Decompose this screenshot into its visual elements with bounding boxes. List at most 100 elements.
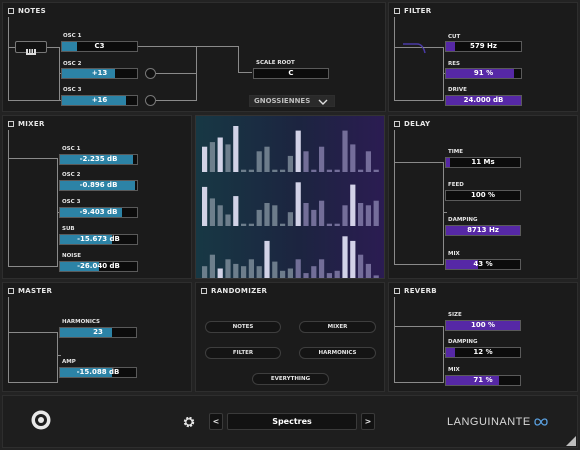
delay-feed-slider[interactable]: 100 % xyxy=(445,190,521,201)
prev-preset-button[interactable]: < xyxy=(209,413,223,430)
randomize-filter-button[interactable]: FILTER xyxy=(205,347,281,359)
reverb-toggle[interactable] xyxy=(394,288,400,294)
osc3-link-toggle[interactable] xyxy=(145,95,156,106)
reverb-title: REVERB xyxy=(404,287,437,295)
randomizer-panel: RANDOMIZER NOTES MIXER FILTER HARMONICS … xyxy=(195,282,385,392)
spectrum-bar xyxy=(326,273,332,278)
delay-title: DELAY xyxy=(404,120,431,128)
reverb-damping-fill xyxy=(446,348,455,357)
mixer-noise-value: -26.040 dB xyxy=(77,262,120,270)
res-label: RES xyxy=(448,61,460,67)
mixer-osc2-slider[interactable]: -0.896 dB xyxy=(59,180,138,191)
spectrum-bar xyxy=(311,266,317,278)
osc1-note-slider[interactable]: C3 xyxy=(61,41,138,52)
spectrum-bar xyxy=(334,270,340,278)
filter-title: FILTER xyxy=(404,7,432,15)
scale-root-label: SCALE ROOT xyxy=(256,60,295,66)
mixer-sub-value: -15.673 dB xyxy=(77,235,120,243)
osc3-value: +16 xyxy=(91,96,108,104)
next-preset-button[interactable]: > xyxy=(361,413,375,430)
spectrum-bar xyxy=(334,223,340,226)
delay-damping-value: 8713 Hz xyxy=(467,226,499,234)
delay-toggle[interactable] xyxy=(394,121,400,127)
harmonics-slider[interactable]: 23 xyxy=(59,327,137,338)
spectrum-bar xyxy=(303,151,309,172)
reverb-size-slider[interactable]: 100 % xyxy=(445,320,521,331)
spectrum-bar xyxy=(233,196,239,226)
spectrum-bar xyxy=(311,209,317,226)
mixer-osc3-fill xyxy=(60,208,122,217)
cut-fill xyxy=(446,42,455,51)
osc1-value: C3 xyxy=(94,42,105,50)
delay-damping-fill xyxy=(446,226,520,235)
scale-root-field[interactable]: C xyxy=(253,68,329,79)
reverb-damping-value: 12 % xyxy=(473,348,493,356)
reverb-mix-label: MIX xyxy=(448,367,460,373)
osc2-link-toggle[interactable] xyxy=(145,68,156,79)
filter-toggle[interactable] xyxy=(394,8,400,14)
amp-slider[interactable]: -15.088 dB xyxy=(59,367,137,378)
mixer-osc1-slider[interactable]: -2.235 dB xyxy=(59,154,138,165)
osc3-note-slider[interactable]: +16 xyxy=(61,95,138,106)
notes-toggle[interactable] xyxy=(8,8,14,14)
filter-shape-icon xyxy=(403,43,426,54)
mixer-sub-slider[interactable]: -15.673 dB xyxy=(59,234,138,245)
drive-value: 24.000 dB xyxy=(463,96,504,104)
resize-grip-icon[interactable] xyxy=(566,436,576,446)
logo-icon xyxy=(30,409,51,430)
spectrum-bar xyxy=(319,146,325,172)
drive-label: DRIVE xyxy=(448,87,467,93)
osc1-fill xyxy=(62,42,77,51)
drive-slider[interactable]: 24.000 dB xyxy=(445,95,522,106)
res-slider[interactable]: 91 % xyxy=(445,68,522,79)
osc2-label: OSC 2 xyxy=(63,61,82,67)
spectrum-display xyxy=(202,126,379,278)
spectrum-bar xyxy=(225,259,231,278)
spectrum-bar xyxy=(264,146,270,172)
mixer-osc3-slider[interactable]: -9.403 dB xyxy=(59,207,138,218)
osc1-label: OSC 1 xyxy=(63,33,82,39)
amp-label: AMP xyxy=(62,359,76,365)
spectrum-bar xyxy=(326,223,332,226)
master-toggle[interactable] xyxy=(8,288,14,294)
osc2-note-slider[interactable]: +13 xyxy=(61,68,138,79)
cut-slider[interactable]: 579 Hz xyxy=(445,41,522,52)
spectrum-bar xyxy=(264,240,270,278)
res-value: 91 % xyxy=(473,69,494,77)
piano-icon-button[interactable] xyxy=(15,41,47,55)
randomize-mixer-button[interactable]: MIXER xyxy=(299,321,376,333)
delay-damping-slider[interactable]: 8713 Hz xyxy=(445,225,521,236)
mixer-noise-slider[interactable]: -26.040 dB xyxy=(59,261,138,272)
reverb-damping-slider[interactable]: 12 % xyxy=(445,347,521,358)
randomize-everything-button[interactable]: EVERYTHING xyxy=(252,373,329,385)
reverb-mix-slider[interactable]: 71 % xyxy=(445,375,521,386)
res-fill xyxy=(446,69,515,78)
randomizer-toggle[interactable] xyxy=(201,288,207,294)
spectrum-bar xyxy=(209,198,215,226)
delay-mix-slider[interactable]: 43 % xyxy=(445,259,521,270)
spectrum-bar xyxy=(256,209,262,226)
spectrum-bar xyxy=(248,169,254,172)
osc2-fill xyxy=(62,69,115,78)
scale-dropdown[interactable]: GNOSSIENNES xyxy=(249,95,335,107)
mixer-noise-label: NOISE xyxy=(62,253,82,259)
osc3-label: OSC 3 xyxy=(63,87,82,93)
osc3-fill xyxy=(62,96,126,105)
gear-icon[interactable] xyxy=(183,416,195,428)
randomize-notes-button[interactable]: NOTES xyxy=(205,321,281,333)
notes-title: NOTES xyxy=(18,7,46,15)
mixer-osc2-fill xyxy=(60,181,136,190)
scale-value: GNOSSIENNES xyxy=(254,97,311,105)
spectrum-bar xyxy=(264,203,270,226)
delay-time-slider[interactable]: 11 Ms xyxy=(445,157,521,168)
mixer-osc3-value: -9.403 dB xyxy=(79,208,118,216)
randomize-harmonics-button[interactable]: HARMONICS xyxy=(299,347,376,359)
spectrum-bar xyxy=(272,205,278,226)
brand-text: LANGUINANTE xyxy=(447,415,531,428)
spectrum-bar xyxy=(280,270,286,278)
preset-name-field[interactable]: Spectres xyxy=(227,413,357,430)
spectrum-bar xyxy=(256,266,262,278)
mixer-toggle[interactable] xyxy=(8,121,14,127)
footer-bar: < Spectres > LANGUINANTE xyxy=(2,395,578,448)
spectrum-bar xyxy=(272,169,278,172)
